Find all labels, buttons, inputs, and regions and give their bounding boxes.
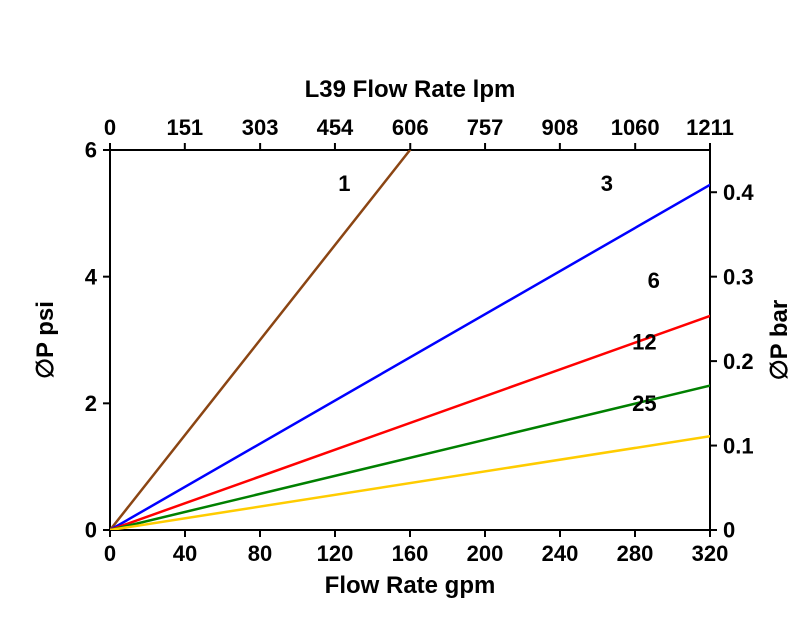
x-top-tick-label: 1211 xyxy=(686,115,734,140)
y-axis-label-right: ∅P bar xyxy=(766,300,793,381)
x-top-tick-label: 757 xyxy=(467,115,504,140)
y-right-tick-label: 0.4 xyxy=(723,180,754,205)
x-top-tick-label: 1060 xyxy=(611,115,660,140)
x-bottom-tick-label: 320 xyxy=(692,541,729,566)
y-left-tick-label: 0 xyxy=(85,518,97,543)
x-bottom-tick-label: 240 xyxy=(542,541,579,566)
x-bottom-tick-label: 200 xyxy=(467,541,504,566)
x-top-tick-label: 454 xyxy=(317,115,354,140)
chart-title-top: L39 Flow Rate lpm xyxy=(305,76,516,103)
y-axis-label-left: ∅P psi xyxy=(32,301,59,379)
y-right-tick-label: 0.3 xyxy=(723,264,754,289)
series-label-25: 25 xyxy=(632,391,656,416)
x-bottom-tick-label: 0 xyxy=(104,541,116,566)
x-bottom-tick-label: 280 xyxy=(617,541,654,566)
x-top-tick-label: 151 xyxy=(166,115,203,140)
x-top-tick-label: 0 xyxy=(104,115,116,140)
series-label-6: 6 xyxy=(648,268,660,293)
x-bottom-tick-label: 80 xyxy=(248,541,272,566)
x-top-tick-label: 606 xyxy=(392,115,429,140)
x-bottom-tick-label: 40 xyxy=(173,541,197,566)
chart-container: 0408012016020024028032001513034546067579… xyxy=(0,0,808,636)
series-label-1: 1 xyxy=(338,171,350,196)
y-right-tick-label: 0.1 xyxy=(723,433,754,458)
y-left-tick-label: 2 xyxy=(85,391,97,416)
x-bottom-tick-label: 160 xyxy=(392,541,429,566)
y-left-tick-label: 4 xyxy=(85,264,98,289)
series-label-3: 3 xyxy=(601,171,613,196)
y-right-tick-label: 0 xyxy=(723,518,735,543)
x-bottom-tick-label: 120 xyxy=(317,541,354,566)
x-axis-label-bottom: Flow Rate gpm xyxy=(325,572,496,599)
x-top-tick-label: 908 xyxy=(542,115,579,140)
x-top-tick-label: 303 xyxy=(242,115,279,140)
series-label-12: 12 xyxy=(632,330,656,355)
y-left-tick-label: 6 xyxy=(85,138,97,163)
y-right-tick-label: 0.2 xyxy=(723,349,754,374)
